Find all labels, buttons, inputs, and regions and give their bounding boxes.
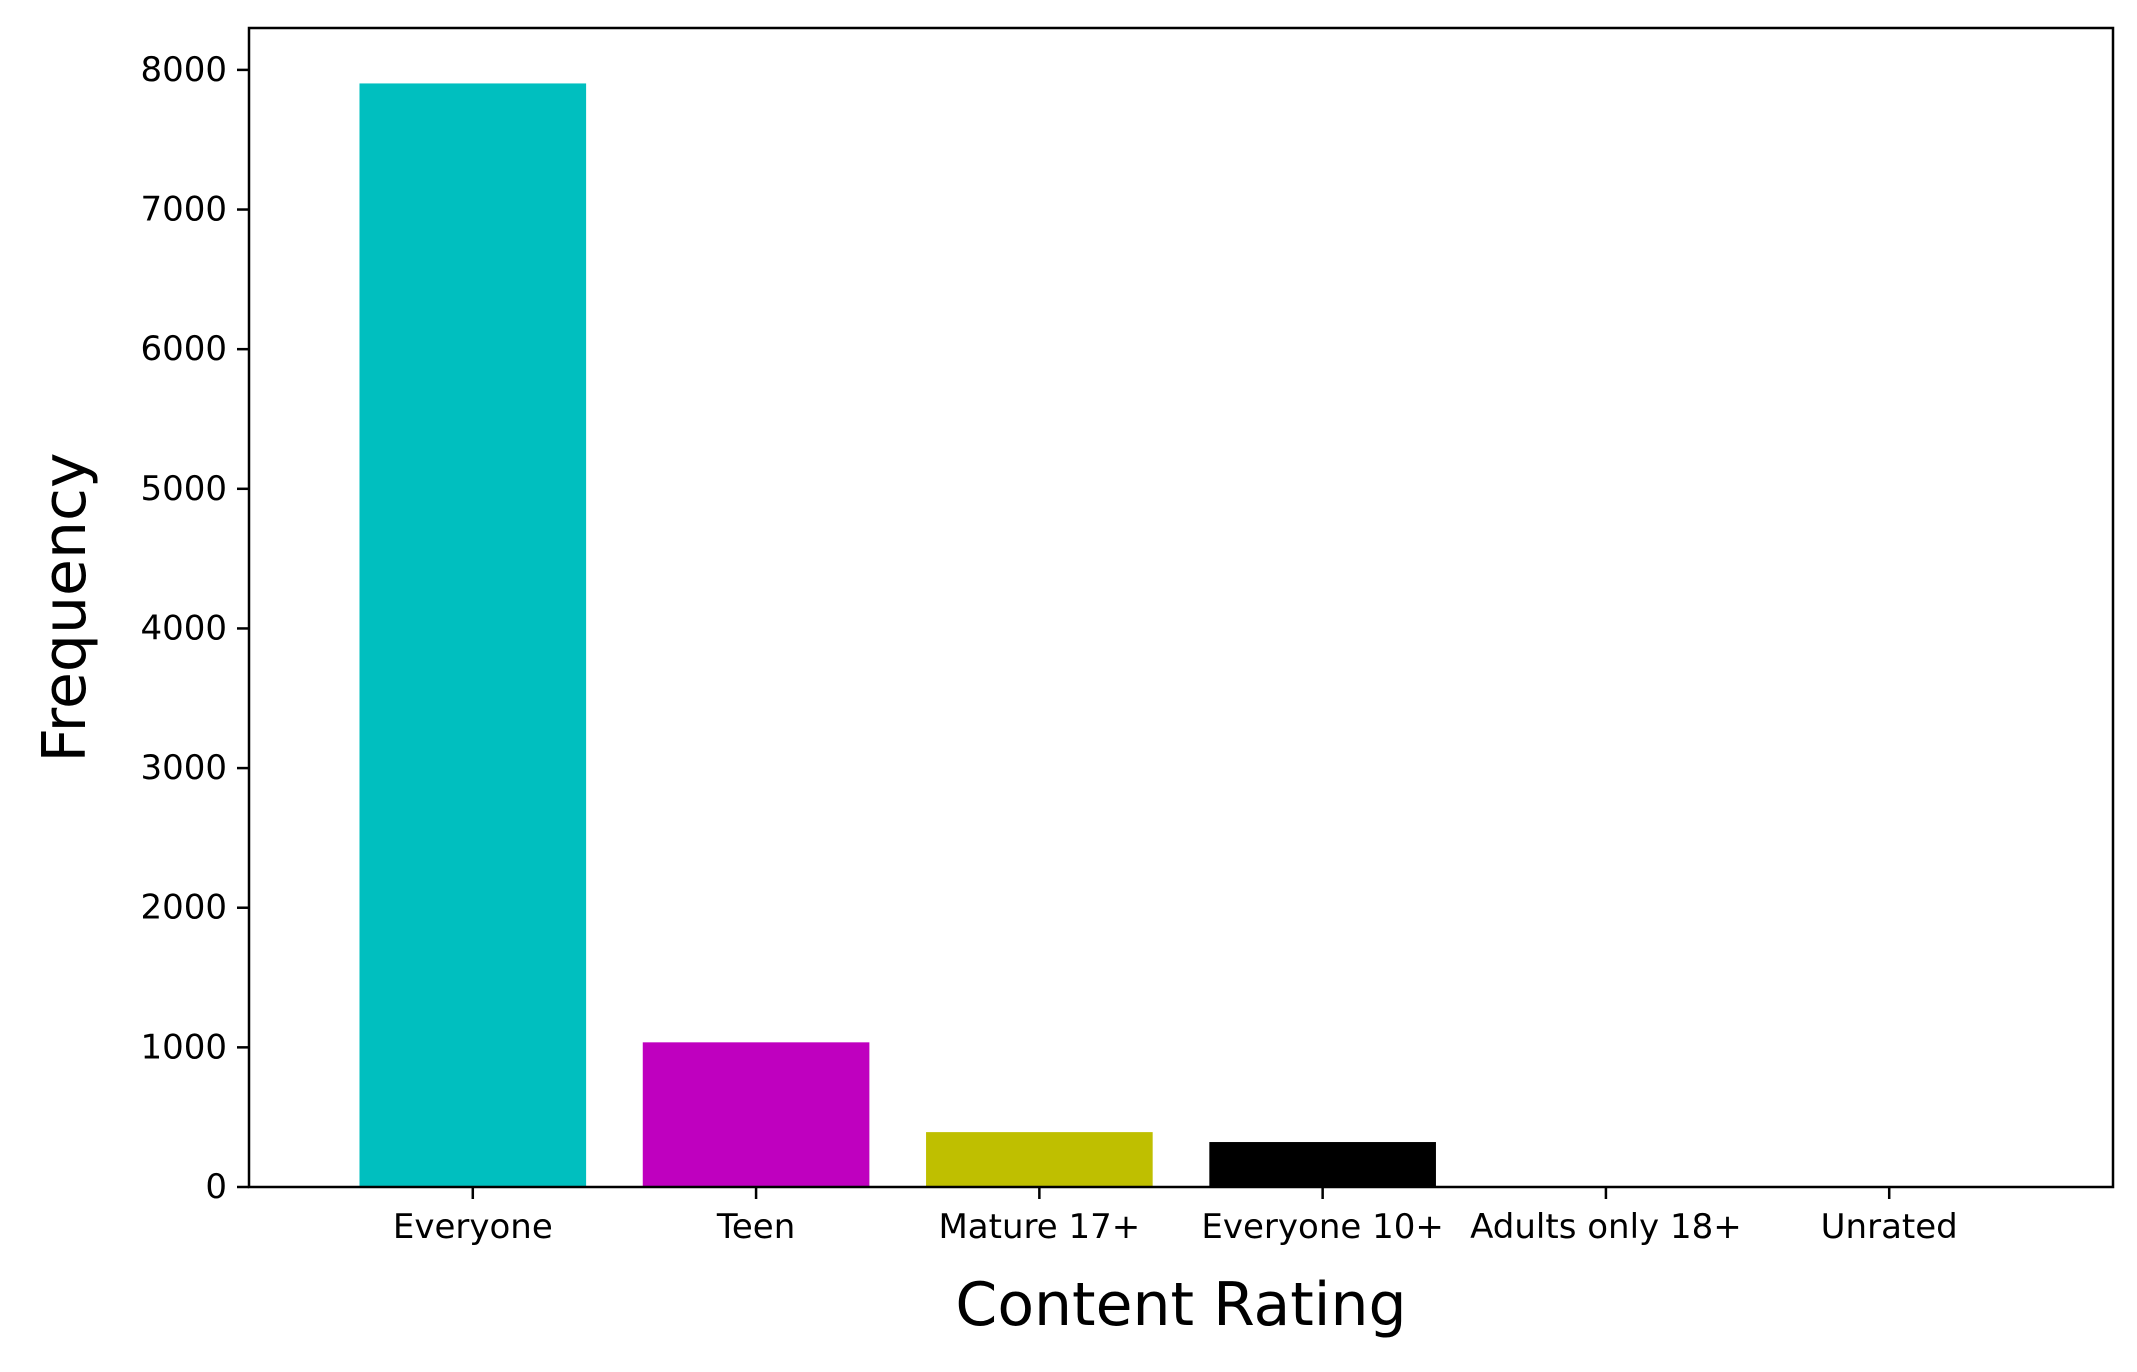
x-tick-label: Everyone 10+ xyxy=(1201,1207,1443,1247)
bar-everyone-10 xyxy=(1209,1142,1436,1187)
bar-teen xyxy=(643,1042,870,1187)
y-tick-label: 7000 xyxy=(140,190,227,230)
x-tick-label: Mature 17+ xyxy=(938,1207,1140,1247)
bars-group xyxy=(359,83,2002,1187)
bar-everyone xyxy=(359,83,586,1187)
y-tick-label: 6000 xyxy=(140,329,227,369)
y-tick-label: 0 xyxy=(205,1167,227,1207)
x-axis-title: Content Rating xyxy=(955,1270,1406,1340)
x-tick-label: Teen xyxy=(716,1207,795,1247)
y-axis-ticks: 0 1000 2000 3000 4000 5000 6000 7000 8000 xyxy=(140,50,249,1207)
x-tick-label: Unrated xyxy=(1821,1207,1958,1247)
y-tick-label: 2000 xyxy=(140,888,227,928)
y-axis-title: Frequency xyxy=(30,453,100,763)
y-tick-label: 4000 xyxy=(140,608,227,648)
x-tick-label: Adults only 18+ xyxy=(1470,1207,1742,1247)
y-tick-label: 3000 xyxy=(140,748,227,788)
bar-mature-17 xyxy=(926,1132,1153,1187)
y-tick-label: 5000 xyxy=(140,469,227,509)
x-tick-label: Everyone xyxy=(393,1207,553,1247)
x-axis-ticks: Everyone Teen Mature 17+ Everyone 10+ Adults… xyxy=(393,1187,1958,1247)
y-tick-label: 1000 xyxy=(140,1027,227,1067)
y-tick-label: 8000 xyxy=(140,50,227,90)
